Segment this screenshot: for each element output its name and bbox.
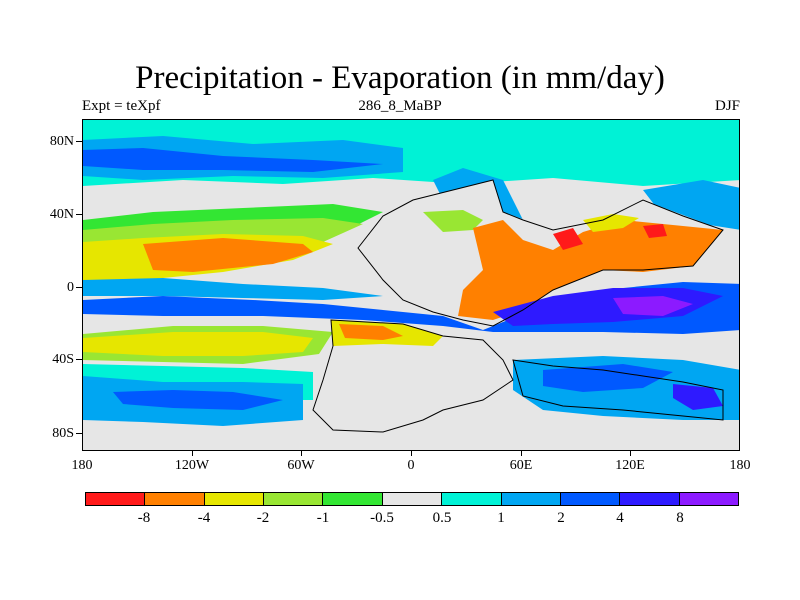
region-south-subtropics-yellow (83, 332, 313, 356)
colorbar-box (382, 493, 443, 505)
region-south-continent-orange (339, 324, 403, 340)
colorbar-box (86, 493, 146, 505)
precip-evap-map (83, 120, 739, 450)
lat-tick (76, 433, 82, 434)
colorbar-label: 2 (557, 510, 565, 526)
colorbar-label: -1 (316, 510, 330, 526)
region-arid-belt-orange (458, 220, 723, 320)
region-north-band-dark (83, 148, 383, 172)
colorbar-label: 1 (497, 510, 505, 526)
lat-label-80n: 80N (49, 134, 74, 149)
lat-tick (76, 214, 82, 215)
colorbar-label: -8 (137, 510, 151, 526)
colorbar-box (204, 493, 265, 505)
coastline-north (357, 179, 724, 327)
lat-label-0: 0 (67, 280, 74, 295)
region-continent-south (313, 340, 513, 432)
colorbar-label: -2 (256, 510, 270, 526)
lon-label-120e: 120E (615, 458, 645, 473)
map-plot-area (82, 119, 740, 451)
region-north-subtropics-orange (143, 238, 313, 272)
lon-tick (630, 451, 631, 456)
lat-label-40s: 40S (52, 352, 74, 367)
region-continent-arid (423, 210, 483, 232)
lon-label-60e: 60E (509, 458, 533, 473)
lon-tick (521, 451, 522, 456)
colorbar (85, 492, 739, 506)
colorbar-box (679, 493, 738, 505)
lon-tick (411, 451, 412, 456)
colorbar-box (323, 493, 383, 505)
region-arid-belt-yellow (583, 214, 639, 232)
lon-label-0: 0 (407, 458, 415, 473)
season-label: DJF (714, 98, 740, 114)
region-south-band-dark (113, 390, 283, 410)
lon-label-120w: 120W (174, 458, 210, 473)
region-north-pacific-east (643, 180, 739, 230)
lon-label-180e: 180 (729, 458, 751, 473)
colorbar-box (145, 493, 205, 505)
region-arid-east-red (643, 224, 667, 238)
lat-tick (76, 287, 82, 288)
region-equatorial-violet (613, 296, 693, 316)
region-south-polar (83, 424, 739, 450)
region-south-east-deep (673, 384, 723, 410)
lon-label-180w: 180 (71, 458, 93, 473)
lat-label-80s: 80S (52, 426, 74, 441)
colorbar-box (560, 493, 621, 505)
lon-label-60w: 60W (287, 458, 315, 473)
lat-tick (76, 359, 82, 360)
lon-tick (192, 451, 193, 456)
lat-tick (76, 141, 82, 142)
colorbar-label: -4 (197, 510, 211, 526)
colorbar-box (501, 493, 561, 505)
colorbar-label: 0.5 (432, 510, 452, 526)
lon-tick (301, 451, 302, 456)
region-arid-belt-red (553, 228, 583, 250)
region-equatorial-light (83, 278, 383, 300)
colorbar-box (264, 493, 324, 505)
colorbar-label: -0.5 (370, 510, 394, 526)
colorbar-box (620, 493, 680, 505)
colorbar-label: 4 (616, 510, 624, 526)
map-title: Precipitation - Evaporation (in mm/day) (135, 60, 665, 96)
coastline-south (312, 319, 514, 433)
lat-label-40n: 40N (49, 207, 74, 222)
colorbar-box (442, 493, 502, 505)
region-south-east-dark (543, 364, 673, 392)
colorbar-label: 8 (676, 510, 684, 526)
period-label: 286_8_MaBP (358, 98, 442, 114)
experiment-label: Expt = teXpf (82, 98, 161, 114)
coastline-east (512, 359, 724, 421)
